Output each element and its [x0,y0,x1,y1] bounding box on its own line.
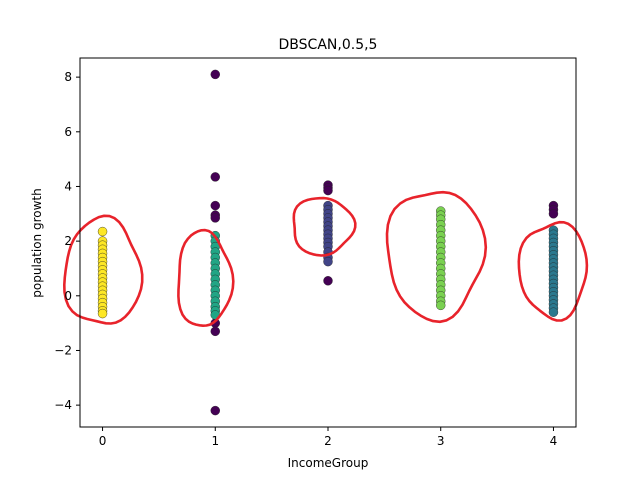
y-tick-label: 8 [64,70,72,84]
data-point [210,69,220,80]
data-point [323,185,333,196]
y-axis-label: population growth [30,188,44,297]
data-point [210,172,220,182]
data-point [210,405,220,416]
data-point [548,209,559,219]
data-point [548,307,559,317]
data-point [210,326,220,337]
y-tick-label: 2 [64,234,72,248]
annotation-loop [63,214,144,325]
annotation-loop [517,220,589,322]
y-tick-label: 0 [64,289,72,303]
y-tick-label: −4 [54,398,72,412]
data-point [436,300,446,311]
annotation-loop [177,228,235,327]
points-layer [97,69,559,416]
x-axis-label: IncomeGroup [288,456,369,470]
x-tick-label: 3 [437,434,445,448]
x-axis: 0 1 2 3 4 [99,427,558,448]
annotations-layer [63,190,589,327]
x-tick-label: 1 [211,434,219,448]
data-point [323,276,333,286]
annotation-loop [385,190,488,324]
y-axis: −4 −2 0 2 4 6 8 [54,70,80,412]
data-point [323,256,333,267]
annotation-loop [292,196,357,257]
data-point [97,226,108,237]
x-tick-label: 4 [550,434,558,448]
x-tick-label: 0 [99,434,107,448]
data-point [210,200,220,211]
y-tick-label: −2 [54,343,72,357]
chart-title: DBSCAN,0.5,5 [279,37,378,53]
data-point [97,308,108,319]
x-tick-label: 2 [324,434,332,448]
y-tick-label: 4 [64,179,72,193]
data-point [210,213,220,223]
y-tick-label: 6 [64,125,72,139]
